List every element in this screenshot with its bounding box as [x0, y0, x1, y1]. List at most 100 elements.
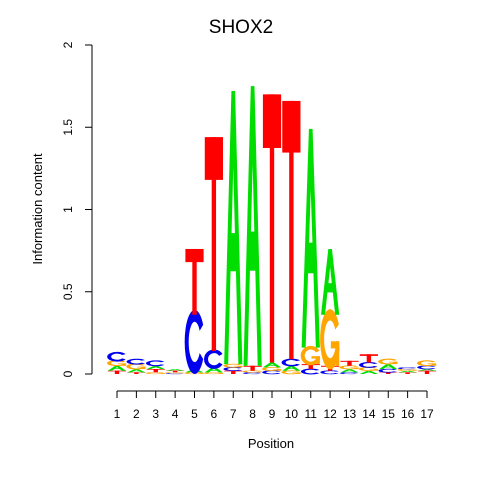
letter-C: [339, 372, 359, 375]
letter-A: [417, 369, 437, 371]
y-tick-label: 1: [61, 206, 75, 213]
logo-column-9: [262, 94, 282, 375]
letter-T: [282, 100, 301, 360]
x-tick-label: 5: [191, 407, 198, 421]
logo-column-14: [358, 354, 379, 374]
y-tick-label: 1.5: [61, 119, 75, 136]
letter-T: [146, 369, 165, 373]
x-axis-title: Position: [248, 436, 294, 451]
letter-A: [224, 91, 243, 365]
letter-T: [224, 370, 243, 374]
x-axis: 1 2 3 4 5 6 7 8 9 10 11 12 13 14 15 16 17: [114, 390, 434, 421]
letter-G: [223, 363, 243, 368]
logo-column-4: [165, 369, 185, 375]
letter-A: [282, 365, 301, 371]
letter-C: [378, 368, 397, 373]
logo-column-12: [320, 248, 340, 375]
letter-C: [223, 367, 242, 371]
letter-T: [243, 365, 262, 371]
letter-G: [339, 365, 360, 370]
letter-T: [166, 370, 185, 373]
letter-C: [320, 370, 339, 375]
letter-C: [262, 370, 281, 375]
letter-C: [204, 349, 223, 369]
letter-A: [340, 369, 359, 373]
letter-A: [398, 370, 417, 373]
letter-A: [146, 365, 165, 370]
y-axis: 0 0.5 1 1.5 2: [61, 41, 93, 377]
x-tick-label: 15: [382, 407, 396, 421]
letter-A: [204, 367, 223, 373]
letter-G: [281, 370, 301, 375]
letter-A: [166, 369, 185, 371]
letter-G: [397, 368, 418, 371]
letter-G: [300, 345, 321, 366]
letter-A: [107, 365, 127, 371]
x-tick-label: 12: [323, 407, 337, 421]
letter-G: [184, 372, 205, 375]
logo-column-3: [145, 360, 166, 375]
letter-G: [417, 360, 437, 367]
x-tick-label: 8: [249, 407, 256, 421]
letter-C: [145, 360, 165, 367]
logo-column-1: [107, 351, 127, 374]
letter-G: [358, 367, 379, 371]
x-tick-label: 4: [172, 407, 179, 421]
letter-C: [107, 351, 126, 362]
x-tick-label: 2: [133, 407, 140, 421]
chart-title: SHOX2: [209, 17, 273, 38]
y-tick-label: 2: [61, 41, 75, 48]
letter-T: [340, 360, 359, 366]
letter-T: [127, 372, 146, 374]
logo-column-13: [339, 360, 360, 375]
letter-G: [320, 309, 340, 370]
logo-column-17: [417, 360, 437, 374]
logo-column-15: [378, 358, 398, 374]
logo-column-10: [281, 100, 301, 375]
letter-C: [397, 367, 417, 370]
letter-A: [359, 370, 378, 374]
x-tick-label: 17: [420, 407, 434, 421]
logo-column-11: [300, 128, 321, 375]
x-tick-label: 13: [343, 407, 357, 421]
letter-A: [262, 362, 282, 368]
letter-C: [184, 309, 204, 374]
letter-T: [204, 137, 223, 351]
letter-G: [126, 363, 146, 370]
logo-column-16: [397, 367, 418, 374]
letter-T: [185, 248, 204, 315]
letter-C: [359, 362, 378, 368]
letter-G: [242, 370, 263, 373]
logo-column-8: [242, 86, 263, 375]
letter-G: [145, 372, 166, 375]
letter-G: [262, 367, 282, 371]
letter-A: [301, 128, 320, 348]
letter-A: [127, 369, 146, 373]
x-tick-label: 16: [401, 407, 415, 421]
letter-G: [378, 358, 398, 365]
letter-T: [107, 370, 127, 374]
letter-C: [242, 372, 262, 375]
letter-C: [417, 365, 436, 370]
letter-C: [165, 373, 184, 375]
logo-column-6: [203, 137, 224, 375]
letter-G: [165, 372, 185, 374]
x-tick-label: 6: [211, 407, 218, 421]
x-tick-label: 14: [362, 407, 376, 421]
letter-T: [359, 354, 378, 363]
logo-stacks: [107, 86, 437, 375]
letter-A: [321, 248, 340, 315]
x-tick-label: 3: [152, 407, 159, 421]
logo-column-2: [126, 358, 146, 374]
y-tick-label: 0.5: [61, 283, 75, 300]
y-tick-label: 0: [61, 370, 75, 377]
x-tick-label: 7: [230, 407, 237, 421]
x-tick-label: 9: [269, 407, 276, 421]
letter-C: [126, 358, 146, 365]
letter-T: [398, 372, 417, 374]
y-axis-title: Information content: [30, 153, 45, 265]
letter-G: [203, 372, 224, 375]
letter-C: [281, 358, 301, 367]
logo-column-7: [223, 91, 243, 374]
